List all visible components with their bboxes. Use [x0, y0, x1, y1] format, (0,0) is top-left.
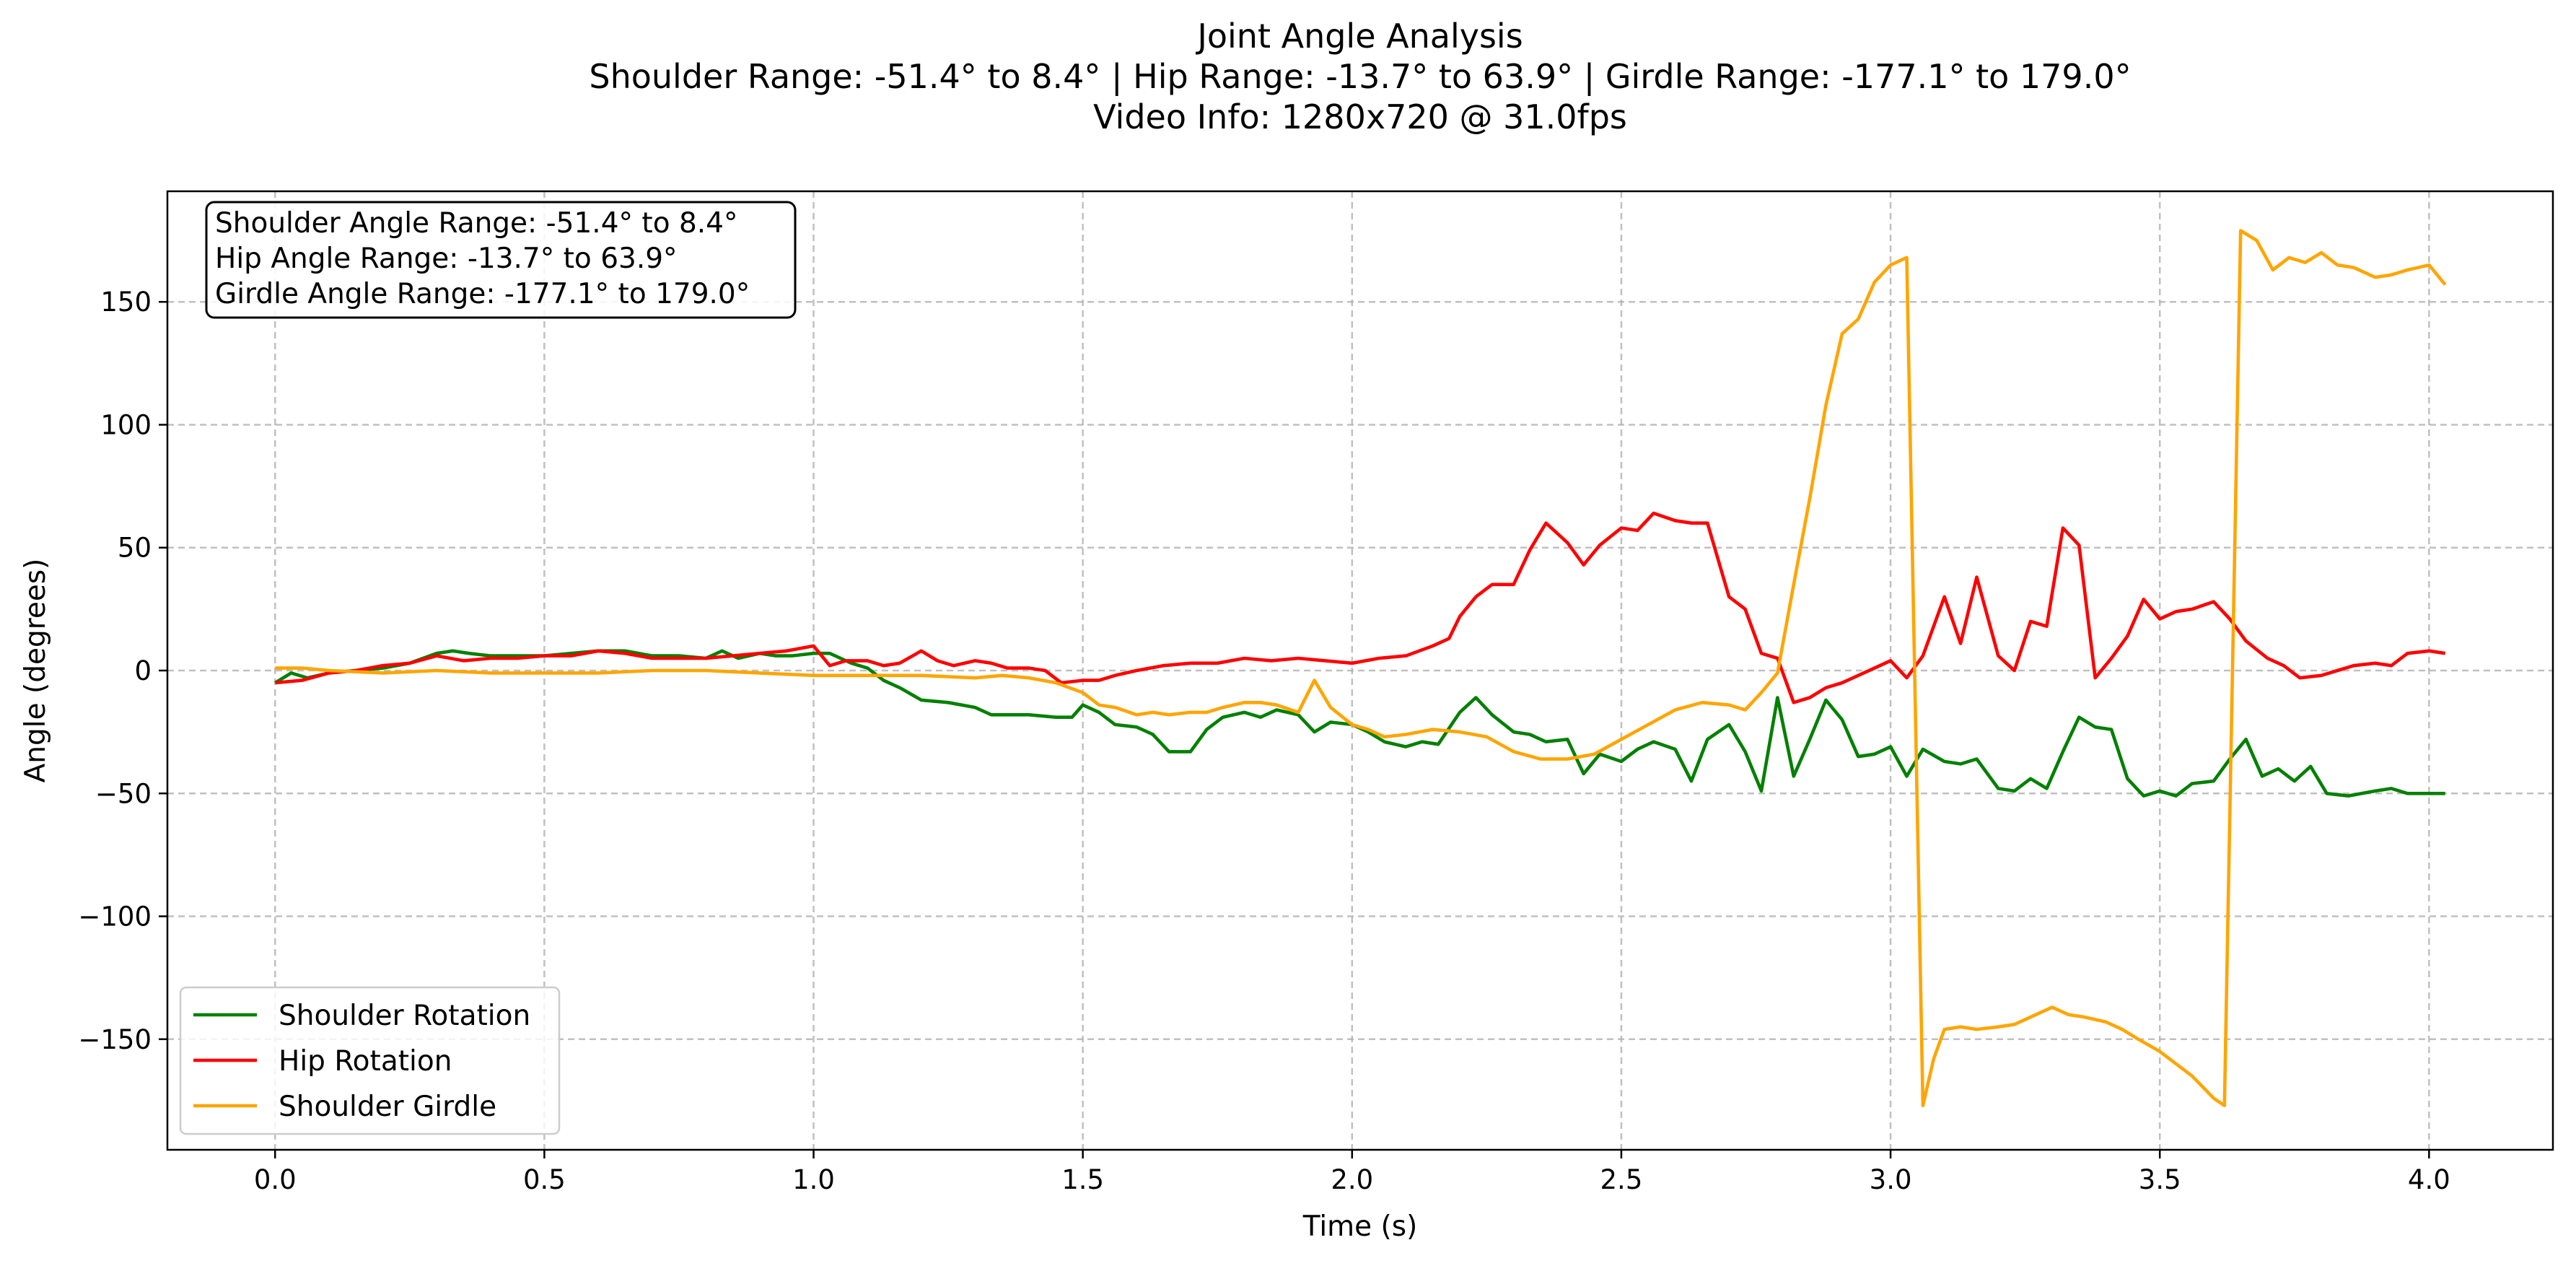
- series-line-shoulder-girdle: [275, 229, 2447, 1107]
- x-axis-label: Time (s): [1302, 1210, 1418, 1243]
- legend: Shoulder Rotation Hip Rotation Shoulder …: [179, 986, 561, 1135]
- x-tick-label: 3.5: [2139, 1164, 2181, 1195]
- series-line-hip-rotation: [275, 511, 2446, 704]
- grid-lines: [167, 191, 2553, 1150]
- legend-label-shoulder-rotation: Shoulder Rotation: [279, 1000, 530, 1032]
- series-line-shoulder-rotation: [274, 649, 2445, 798]
- annotation-line-1: Shoulder Angle Range: -51.4° to 8.4°: [215, 207, 737, 240]
- y-tick-label: −50: [95, 778, 152, 809]
- title-line-3: Video Info: 1280x720 @ 31.0fps: [1093, 97, 1627, 136]
- legend-label-shoulder-girdle: Shoulder Girdle: [279, 1091, 496, 1123]
- x-tick-label: 0.0: [254, 1164, 297, 1195]
- y-tick-label: 150: [100, 287, 152, 318]
- x-tick-label: 3.0: [1870, 1164, 1912, 1195]
- annotation-line-3: Girdle Angle Range: -177.1° to 179.0°: [215, 278, 750, 310]
- y-tick-label: −150: [78, 1024, 152, 1055]
- series-lines: [274, 229, 2447, 1107]
- y-tick-label: 0: [134, 655, 152, 686]
- y-tick-label: 50: [118, 533, 152, 564]
- title-line-1: Joint Angle Analysis: [1195, 17, 1523, 56]
- annotation-box: [205, 201, 797, 319]
- y-tick-label: 100: [100, 409, 152, 440]
- x-tick-label: 1.5: [1061, 1164, 1104, 1195]
- annotation-line-2: Hip Angle Range: -13.7° to 63.9°: [215, 243, 678, 275]
- x-tick-label: 2.5: [1600, 1164, 1643, 1195]
- axes: 0.0 0.5 1.0 1.5 2.0 2.5 3.0 3.5 4.0 −150 −100 −50 0 5…: [78, 190, 2554, 1195]
- x-tick-label: 2.0: [1331, 1164, 1373, 1195]
- legend-box: [179, 986, 561, 1135]
- legend-label-hip-rotation: Hip Rotation: [279, 1045, 452, 1078]
- x-tick-label: 4.0: [2408, 1164, 2450, 1195]
- range-annotation: Shoulder Angle Range: -51.4° to 8.4° Hip…: [205, 201, 797, 319]
- x-tick-label: 0.5: [523, 1164, 566, 1195]
- x-tick-label: 1.0: [792, 1164, 835, 1195]
- y-axis-label: Angle (degrees): [19, 559, 52, 783]
- y-tick-label: −100: [78, 902, 152, 933]
- chart-title: Joint Angle Analysis Shoulder Range: -51…: [589, 17, 2131, 136]
- title-line-2: Shoulder Range: -51.4° to 8.4° | Hip Ran…: [589, 57, 2131, 97]
